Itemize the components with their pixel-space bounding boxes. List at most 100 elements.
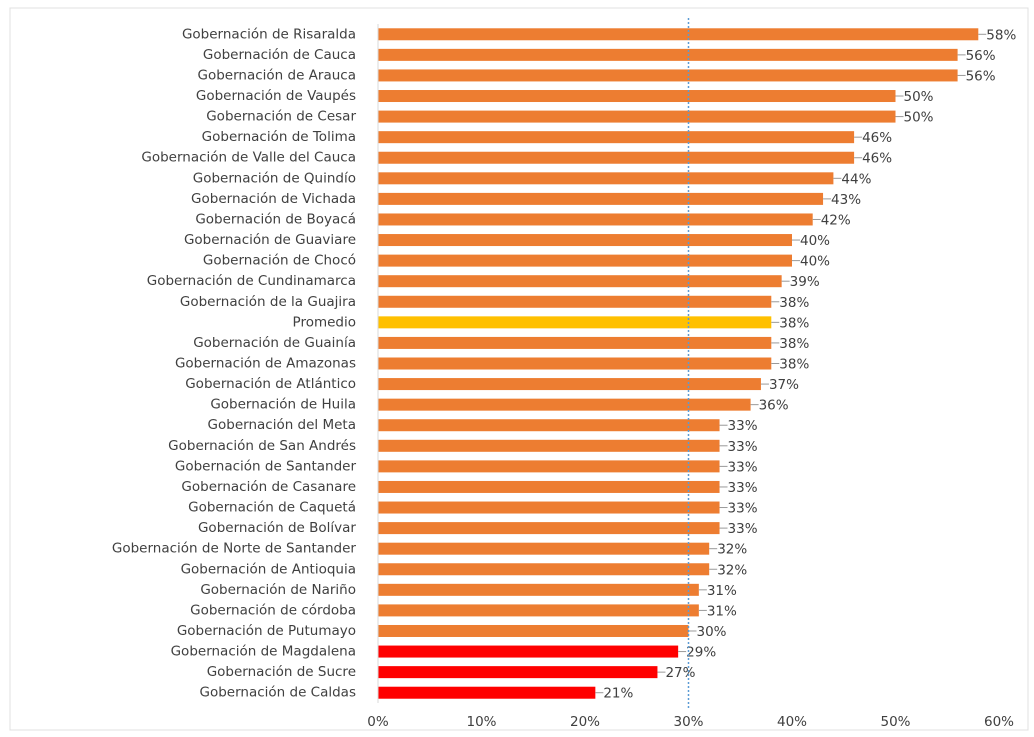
value-label: 32% bbox=[717, 542, 747, 558]
category-label: Gobernación de Caldas bbox=[199, 685, 356, 701]
category-label: Gobernación de Amazonas bbox=[175, 356, 356, 372]
value-label: 33% bbox=[728, 521, 758, 537]
bar bbox=[378, 110, 896, 123]
value-label: 33% bbox=[728, 459, 758, 475]
bar bbox=[378, 234, 792, 247]
category-label: Gobernación de la Guajira bbox=[180, 294, 356, 310]
category-label: Gobernación de Risaralda bbox=[182, 26, 356, 42]
category-label: Gobernación de Tolima bbox=[202, 129, 356, 145]
value-label: 39% bbox=[790, 274, 820, 290]
value-label: 29% bbox=[686, 645, 716, 661]
bar bbox=[378, 542, 710, 555]
bar bbox=[378, 419, 720, 432]
bar bbox=[378, 439, 720, 452]
category-label: Gobernación de Cauca bbox=[203, 47, 356, 63]
category-label: Gobernación de Magdalena bbox=[171, 644, 356, 660]
value-label: 44% bbox=[841, 171, 871, 187]
x-tick-label: 20% bbox=[570, 714, 600, 730]
bar bbox=[378, 151, 855, 164]
value-label: 43% bbox=[831, 192, 861, 208]
bar bbox=[378, 90, 896, 103]
category-label: Gobernación de córdoba bbox=[190, 602, 356, 618]
value-label: 21% bbox=[603, 686, 633, 702]
bar bbox=[378, 604, 699, 617]
x-tick-label: 40% bbox=[777, 714, 807, 730]
category-label: Gobernación de Quindío bbox=[193, 170, 356, 186]
bar bbox=[378, 460, 720, 473]
chart-border bbox=[9, 7, 1029, 731]
category-label: Gobernación de Cesar bbox=[206, 109, 356, 125]
category-label: Gobernación de Sucre bbox=[207, 664, 356, 680]
bar bbox=[378, 480, 720, 493]
value-label: 50% bbox=[904, 89, 934, 105]
value-label: 56% bbox=[966, 68, 996, 84]
bar bbox=[378, 563, 710, 576]
bar bbox=[378, 316, 772, 329]
category-label: Gobernación de Santander bbox=[175, 458, 357, 474]
value-label: 58% bbox=[986, 27, 1016, 43]
category-label: Gobernación de Casanare bbox=[181, 479, 356, 495]
category-label: Gobernación de San Andrés bbox=[168, 438, 356, 454]
bar bbox=[378, 501, 720, 514]
value-label: 46% bbox=[862, 130, 892, 146]
bar bbox=[378, 378, 761, 391]
value-label: 46% bbox=[862, 151, 892, 167]
value-label: 32% bbox=[717, 562, 747, 578]
value-label: 50% bbox=[904, 110, 934, 126]
value-label: 40% bbox=[800, 254, 830, 270]
category-label: Gobernación de Norte de Santander bbox=[112, 541, 357, 557]
category-label: Gobernación de Vichada bbox=[191, 191, 356, 207]
value-label: 31% bbox=[707, 603, 737, 619]
value-label: 33% bbox=[728, 501, 758, 517]
value-label: 31% bbox=[707, 583, 737, 599]
bar bbox=[378, 28, 979, 41]
bar bbox=[378, 192, 824, 205]
bar bbox=[378, 522, 720, 535]
category-label: Gobernación de Antioquia bbox=[181, 561, 356, 577]
value-label: 38% bbox=[779, 295, 809, 311]
category-label: Gobernación de Valle del Cauca bbox=[141, 150, 356, 166]
value-label: 37% bbox=[769, 377, 799, 393]
value-label: 27% bbox=[665, 665, 695, 681]
category-label: Gobernación de Boyacá bbox=[195, 211, 356, 227]
category-label: Gobernación de Atlántico bbox=[185, 376, 356, 392]
category-label: Gobernación de Cundinamarca bbox=[147, 273, 356, 289]
value-label: 30% bbox=[697, 624, 727, 640]
bar bbox=[378, 357, 772, 370]
category-label: Gobernación de Arauca bbox=[198, 67, 357, 83]
category-label: Gobernación de Huila bbox=[210, 397, 356, 413]
category-label: Gobernación de Nariño bbox=[200, 582, 356, 598]
category-label: Gobernación de Caquetá bbox=[188, 500, 356, 516]
value-label: 36% bbox=[759, 398, 789, 414]
bar bbox=[378, 254, 792, 267]
bar bbox=[378, 624, 689, 637]
bar bbox=[378, 48, 958, 61]
category-label: Gobernación de Vaupés bbox=[196, 88, 356, 104]
bar bbox=[378, 583, 699, 596]
bar bbox=[378, 69, 958, 82]
value-label: 33% bbox=[728, 418, 758, 434]
category-label: Promedio bbox=[293, 314, 356, 330]
category-label: Gobernación de Chocó bbox=[203, 253, 356, 269]
bar bbox=[378, 686, 596, 699]
value-label: 33% bbox=[728, 480, 758, 496]
value-label: 38% bbox=[779, 357, 809, 373]
value-label: 38% bbox=[779, 315, 809, 331]
bar bbox=[378, 336, 772, 349]
x-tick-label: 0% bbox=[367, 714, 389, 730]
bar bbox=[378, 213, 813, 226]
x-tick-label: 30% bbox=[673, 714, 703, 730]
category-label: Gobernación de Guainía bbox=[193, 335, 356, 351]
value-label: 56% bbox=[966, 48, 996, 64]
category-label: Gobernación de Guaviare bbox=[184, 232, 356, 248]
bar bbox=[378, 666, 658, 679]
x-tick-label: 50% bbox=[880, 714, 910, 730]
bar bbox=[378, 398, 751, 411]
bar bbox=[378, 172, 834, 185]
value-label: 33% bbox=[728, 439, 758, 455]
bar bbox=[378, 131, 855, 144]
value-label: 40% bbox=[800, 233, 830, 249]
bar bbox=[378, 645, 679, 658]
x-tick-label: 60% bbox=[984, 714, 1014, 730]
